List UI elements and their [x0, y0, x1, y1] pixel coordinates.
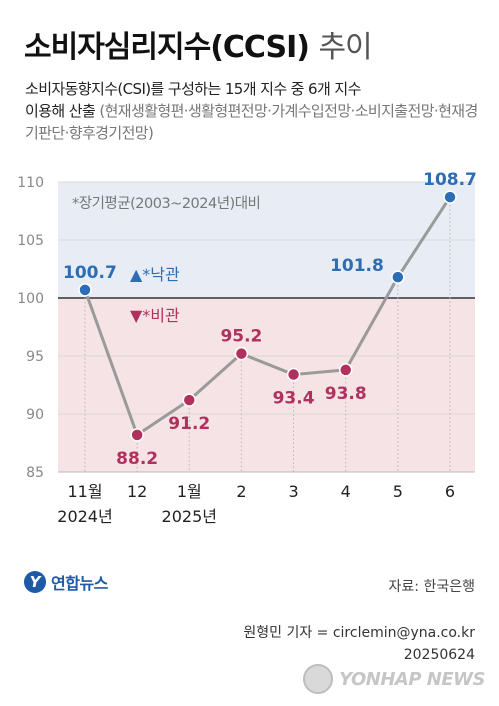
- y-tick-label: 100: [17, 291, 44, 307]
- subtitle-line-2: 이용해 산출: [25, 102, 96, 120]
- ccsi-line-chart: 85 90 95 100 105 110 *장기평균(2003~2024년)대비 ▲*낙관 ▼*…: [17, 170, 477, 526]
- baseline-note: *장기평균(2003~2024년)대비: [72, 195, 260, 212]
- data-point: [391, 270, 405, 284]
- watermark: YONHAP NEWS: [303, 664, 485, 694]
- page-title: 소비자심리지수(CCSI) 추이: [24, 22, 373, 66]
- y-tick-label: 90: [26, 407, 44, 423]
- yonhap-logo-icon: Y: [24, 571, 46, 593]
- data-label: 93.8: [325, 384, 367, 404]
- x-tick-label: 4: [341, 482, 351, 501]
- subtitle-note: (현재생활형편·생활형편전망·가계수입전망·소비지출전망·현재경기판단·향후경기…: [25, 102, 478, 142]
- logo-text: 연합뉴스: [51, 574, 108, 593]
- x-tick-label: 3: [288, 482, 298, 501]
- x-tick-label: 12: [127, 482, 147, 501]
- subtitle-line-1: 소비자동향지수(CSI)를 구성하는 15개 지수 중 6개 지수: [25, 80, 361, 98]
- data-label: 108.7: [423, 170, 477, 190]
- title-suffix: 추이: [318, 30, 372, 65]
- data-point: [182, 393, 197, 407]
- data-point: [286, 367, 301, 382]
- data-point: [78, 283, 92, 297]
- data-label: 100.7: [63, 263, 117, 283]
- data-label: 91.2: [168, 414, 210, 434]
- credit: 원형민 기자 = circlemin@yna.co.kr 20250624: [243, 622, 475, 666]
- x-tick-label: 1월: [177, 482, 202, 501]
- x-tick-label: 11월: [67, 482, 102, 501]
- data-label: 93.4: [273, 389, 315, 409]
- data-point: [130, 428, 144, 442]
- legend-pessimistic: ▼*비관: [130, 306, 180, 325]
- source-note: 자료: 한국은행: [388, 579, 475, 595]
- x-tick-label: 2024년: [57, 507, 112, 526]
- title-main: 소비자심리지수(CCSI): [24, 30, 310, 65]
- data-label: 101.8: [330, 256, 384, 276]
- data-point: [443, 190, 457, 204]
- y-tick-label: 95: [26, 349, 44, 365]
- subtitle: 소비자동향지수(CSI)를 구성하는 15개 지수 중 6개 지수 이용해 산출…: [25, 78, 485, 144]
- legend-optimistic: ▲*낙관: [130, 265, 180, 284]
- y-tick-label: 105: [17, 233, 44, 249]
- x-tick-label: 6: [445, 482, 455, 501]
- y-tick-label: 85: [26, 465, 44, 481]
- data-label: 95.2: [220, 327, 262, 347]
- watermark-text: YONHAP NEWS: [339, 668, 485, 690]
- x-tick-label: 2025년: [162, 507, 217, 526]
- x-tick-label: 2: [236, 482, 246, 501]
- date-code: 20250624: [403, 647, 475, 663]
- data-point: [234, 346, 249, 361]
- data-point: [338, 363, 353, 377]
- yonhap-logo: Y 연합뉴스: [24, 570, 108, 594]
- pessimistic-band: [58, 298, 475, 472]
- reporter-credit: 원형민 기자 = circlemin@yna.co.kr: [243, 625, 475, 641]
- x-tick-label: 5: [393, 482, 403, 501]
- y-tick-label: 110: [17, 175, 44, 191]
- watermark-icon: [303, 664, 334, 694]
- ccsi-series-line: [83, 196, 452, 437]
- data-label: 88.2: [116, 449, 158, 469]
